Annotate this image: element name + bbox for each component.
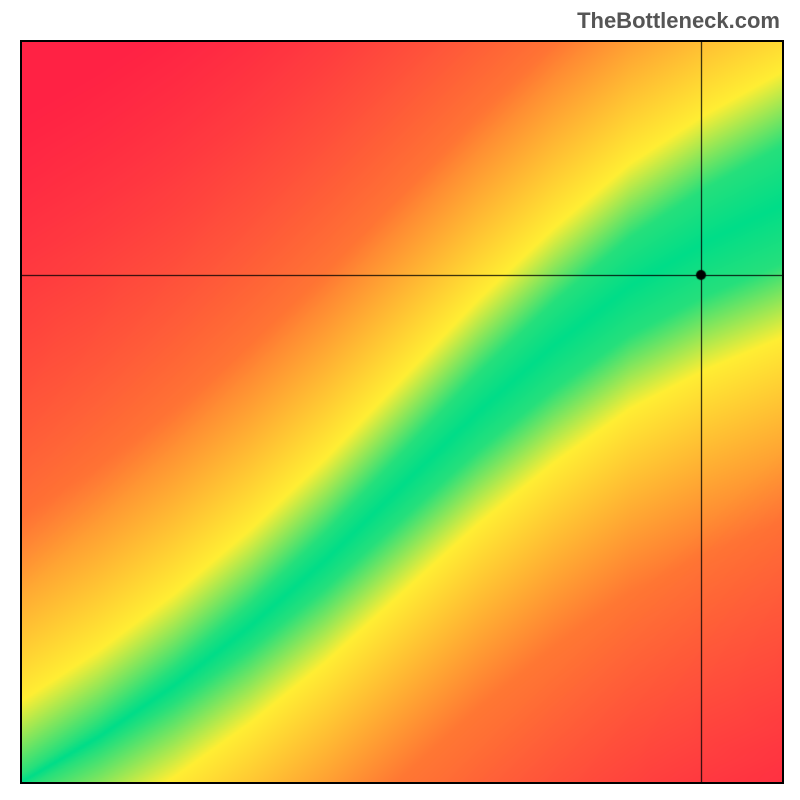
bottleneck-heatmap bbox=[20, 40, 780, 780]
watermark-text: TheBottleneck.com bbox=[577, 8, 780, 34]
heatmap-canvas bbox=[20, 40, 784, 784]
